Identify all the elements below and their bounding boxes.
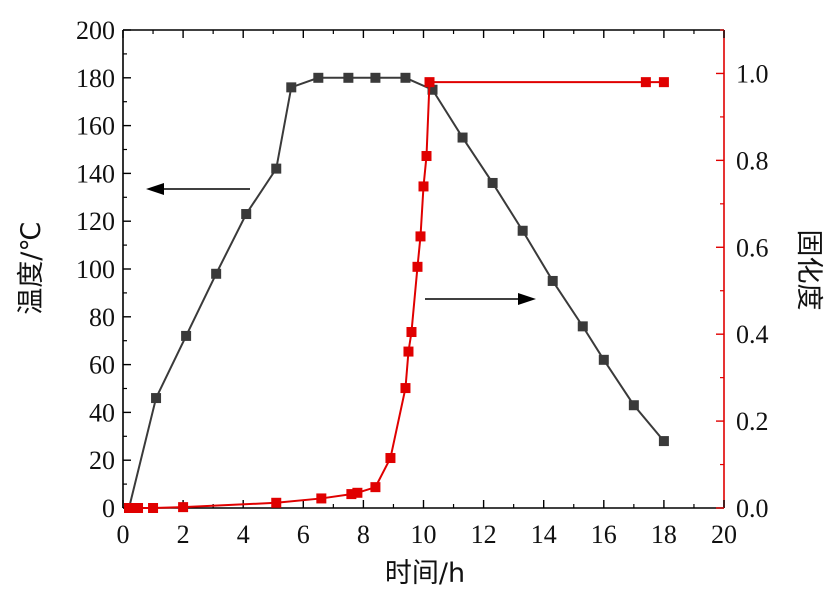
x-tick-label: 10 <box>411 520 437 549</box>
cure-line <box>129 81 664 509</box>
y-right-tick-label: 0.2 <box>736 407 769 436</box>
cure-marker <box>418 181 429 192</box>
cure-marker <box>640 77 651 88</box>
y-axis-right-title: 固化度 <box>793 230 824 311</box>
temperature-marker <box>628 400 639 411</box>
temperature-marker <box>658 436 669 447</box>
y-left-tick-label: 200 <box>76 16 115 45</box>
y-right-tick-label: 1.0 <box>736 59 769 88</box>
cure-marker <box>406 327 417 338</box>
y-left-tick-label: 0 <box>102 494 115 523</box>
cure-marker <box>316 493 327 504</box>
y-left-tick-label: 80 <box>89 303 115 332</box>
temperature-marker <box>370 72 381 83</box>
cure-marker <box>346 489 357 500</box>
y-right-tick-label: 0.6 <box>736 233 769 262</box>
y-axis-left: 0 20 40 60 80 100 120 140 160 180 200 <box>76 16 131 523</box>
cure-marker <box>421 151 432 162</box>
x-axis-title: 时间/h <box>385 558 465 589</box>
x-tick-label: 16 <box>591 520 617 549</box>
y-right-tick-label: 0.4 <box>736 320 769 349</box>
x-tick-label: 8 <box>357 520 370 549</box>
cure-marker <box>424 77 435 88</box>
temperature-marker <box>598 354 609 365</box>
cure-marker <box>271 497 282 508</box>
cure-marker <box>352 487 363 498</box>
temperature-marker <box>181 330 192 341</box>
temperature-marker <box>487 177 498 188</box>
y-right-tick-label: 0.0 <box>736 494 769 523</box>
temperature-marker <box>547 275 558 286</box>
x-tick-label: 0 <box>117 520 130 549</box>
x-tick-label: 18 <box>651 520 677 549</box>
cure-marker <box>178 502 189 513</box>
cure-marker <box>400 383 411 394</box>
y-left-tick-label: 60 <box>89 351 115 380</box>
temperature-marker <box>151 393 162 404</box>
x-tick-label: 6 <box>297 520 310 549</box>
y-left-tick-label: 20 <box>89 446 115 475</box>
temperature-line <box>128 76 665 509</box>
cure-marker <box>124 503 135 513</box>
cure-marker <box>412 261 423 272</box>
cure-marker <box>370 482 381 493</box>
temperature-marker <box>517 225 528 236</box>
y-left-tick-label: 100 <box>76 255 115 284</box>
y-left-tick-label: 180 <box>76 64 115 93</box>
y-right-tick-label: 0.8 <box>736 146 769 175</box>
cure-marker <box>403 346 414 357</box>
temperature-marker <box>313 72 324 83</box>
cure-marker <box>415 231 426 242</box>
x-axis: 0 2 4 6 8 10 12 14 16 18 20 <box>117 30 737 549</box>
temperature-marker <box>400 72 411 83</box>
arrows <box>146 183 536 305</box>
temperature-marker <box>271 163 282 174</box>
y-left-tick-label: 160 <box>76 112 115 141</box>
x-tick-label: 20 <box>711 520 737 549</box>
temperature-marker <box>577 321 588 332</box>
y-axis-right: 0.0 0.2 0.4 0.6 0.8 1.0 <box>716 29 769 523</box>
series-layer <box>124 72 669 513</box>
temperature-marker <box>343 72 354 83</box>
y-left-tick-label: 140 <box>76 159 115 188</box>
temperature-marker <box>286 82 297 93</box>
x-tick-label: 2 <box>177 520 190 549</box>
cure-marker <box>658 77 669 88</box>
right-arrow-head <box>518 293 536 305</box>
y-axis-left-title: 温度/℃ <box>16 221 47 314</box>
y-left-tick-label: 40 <box>89 398 115 427</box>
x-tick-label: 12 <box>471 520 497 549</box>
cure-marker <box>133 503 144 513</box>
temperature-marker <box>427 84 438 95</box>
temperature-marker <box>211 268 222 279</box>
x-tick-label: 14 <box>531 520 557 549</box>
cure-marker <box>148 503 159 513</box>
temperature-marker <box>241 209 252 220</box>
y-left-tick-label: 120 <box>76 207 115 236</box>
temperature-marker <box>457 132 468 143</box>
cure-marker <box>385 453 396 464</box>
x-tick-label: 4 <box>237 520 250 549</box>
left-arrow-head <box>146 183 164 195</box>
